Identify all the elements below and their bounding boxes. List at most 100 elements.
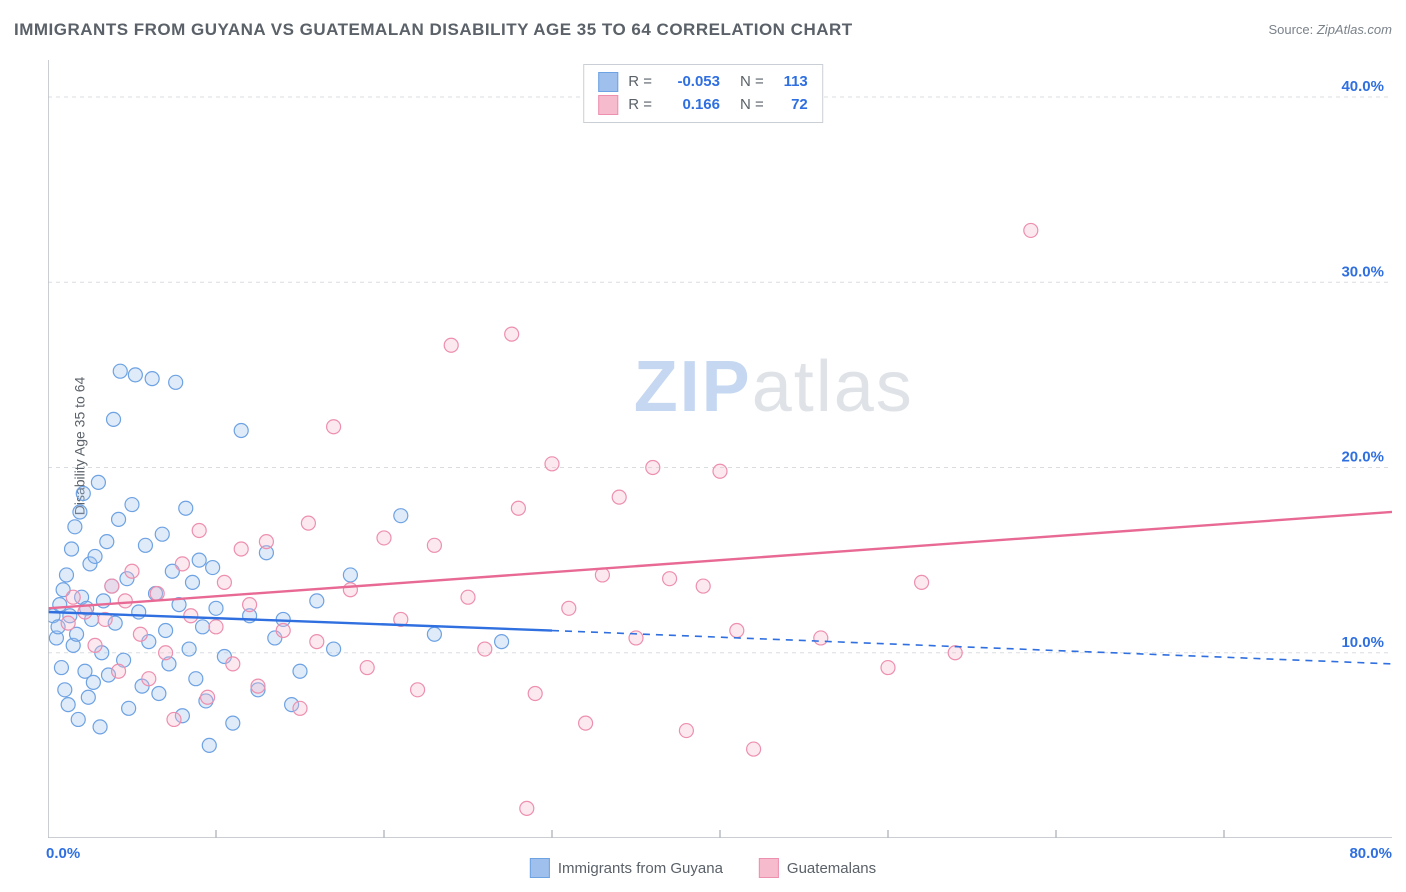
scatter-point-guyana — [86, 675, 100, 689]
plot-svg: 10.0%20.0%30.0%40.0% — [48, 60, 1392, 838]
scatter-point-guatemalan — [562, 601, 576, 615]
scatter-point-guatemalan — [112, 664, 126, 678]
source-label: Source: — [1268, 22, 1316, 37]
scatter-point-guyana — [310, 594, 324, 608]
scatter-point-guatemalan — [343, 583, 357, 597]
scatter-point-guatemalan — [105, 579, 119, 593]
scatter-point-guatemalan — [310, 635, 324, 649]
scatter-point-guyana — [155, 527, 169, 541]
scatter-point-guyana — [53, 598, 67, 612]
scatter-point-guatemalan — [243, 598, 257, 612]
scatter-point-guyana — [159, 624, 173, 638]
scatter-point-guyana — [206, 561, 220, 575]
ytick-label: 30.0% — [1341, 263, 1384, 280]
bottom-legend: Immigrants from Guyana Guatemalans — [530, 858, 876, 878]
scatter-point-guyana — [185, 575, 199, 589]
swatch-guatemalan — [759, 858, 779, 878]
n-value-guatemalan: 72 — [774, 94, 808, 117]
scatter-point-guatemalan — [881, 661, 895, 675]
scatter-point-guyana — [59, 568, 73, 582]
scatter-point-guatemalan — [915, 575, 929, 589]
scatter-point-guyana — [88, 549, 102, 563]
scatter-point-guyana — [138, 538, 152, 552]
scatter-point-guatemalan — [66, 590, 80, 604]
scatter-point-guyana — [209, 601, 223, 615]
scatter-point-guyana — [107, 412, 121, 426]
scatter-point-guatemalan — [125, 564, 139, 578]
scatter-point-guyana — [192, 553, 206, 567]
ytick-label: 10.0% — [1341, 634, 1384, 651]
legend-label-guyana: Immigrants from Guyana — [558, 860, 723, 877]
r-label: R = — [628, 94, 652, 117]
scatter-point-guyana — [427, 627, 441, 641]
scatter-point-guyana — [93, 720, 107, 734]
scatter-point-guatemalan — [293, 701, 307, 715]
scatter-point-guatemalan — [679, 724, 693, 738]
scatter-point-guyana — [169, 375, 183, 389]
scatter-point-guyana — [293, 664, 307, 678]
scatter-point-guatemalan — [175, 557, 189, 571]
scatter-point-guyana — [226, 716, 240, 730]
scatter-point-guatemalan — [646, 461, 660, 475]
scatter-point-guyana — [68, 520, 82, 534]
scatter-point-guyana — [91, 475, 105, 489]
chart-title: IMMIGRANTS FROM GUYANA VS GUATEMALAN DIS… — [14, 20, 853, 40]
trendline-guatemalan — [48, 512, 1392, 608]
scatter-point-guyana — [182, 642, 196, 656]
scatter-point-guyana — [394, 509, 408, 523]
scatter-point-guatemalan — [528, 687, 542, 701]
scatter-point-guatemalan — [226, 657, 240, 671]
r-value-guyana: -0.053 — [662, 71, 720, 94]
scatter-point-guyana — [343, 568, 357, 582]
n-label: N = — [740, 94, 764, 117]
r-value-guatemalan: 0.166 — [662, 94, 720, 117]
scatter-point-guyana — [128, 368, 142, 382]
scatter-point-guyana — [122, 701, 136, 715]
stats-row-guyana: R = -0.053 N = 113 — [598, 71, 808, 94]
scatter-point-guyana — [125, 498, 139, 512]
scatter-point-guyana — [73, 505, 87, 519]
scatter-point-guyana — [58, 683, 72, 697]
scatter-point-guatemalan — [251, 679, 265, 693]
ytick-label: 20.0% — [1341, 449, 1384, 466]
trendline-guyana — [48, 612, 552, 631]
scatter-point-guyana — [112, 512, 126, 526]
n-label: N = — [740, 71, 764, 94]
swatch-guatemalan — [598, 95, 618, 115]
scatter-point-guyana — [132, 605, 146, 619]
scatter-point-guyana — [179, 501, 193, 515]
scatter-point-guyana — [71, 712, 85, 726]
scatter-point-guatemalan — [259, 535, 273, 549]
scatter-point-guatemalan — [730, 624, 744, 638]
scatter-point-guatemalan — [150, 586, 164, 600]
scatter-point-guatemalan — [505, 327, 519, 341]
trendline-dash-guyana — [552, 631, 1392, 664]
scatter-point-guatemalan — [377, 531, 391, 545]
scatter-point-guatemalan — [1024, 223, 1038, 237]
swatch-guyana — [598, 72, 618, 92]
n-value-guyana: 113 — [774, 71, 808, 94]
scatter-point-guyana — [81, 690, 95, 704]
scatter-point-guyana — [145, 372, 159, 386]
scatter-point-guyana — [327, 642, 341, 656]
scatter-point-guyana — [65, 542, 79, 556]
scatter-point-guatemalan — [427, 538, 441, 552]
scatter-point-guyana — [202, 738, 216, 752]
scatter-point-guatemalan — [360, 661, 374, 675]
scatter-point-guyana — [234, 423, 248, 437]
stats-legend-box: R = -0.053 N = 113 R = 0.166 N = 72 — [583, 64, 823, 123]
scatter-point-guatemalan — [411, 683, 425, 697]
scatter-point-guatemalan — [159, 646, 173, 660]
scatter-point-guatemalan — [192, 524, 206, 538]
scatter-point-guyana — [196, 620, 210, 634]
scatter-point-guyana — [495, 635, 509, 649]
legend-item-guyana: Immigrants from Guyana — [530, 858, 723, 878]
scatter-point-guatemalan — [142, 672, 156, 686]
scatter-point-guatemalan — [948, 646, 962, 660]
scatter-point-guatemalan — [301, 516, 315, 530]
scatter-point-guatemalan — [88, 638, 102, 652]
scatter-point-guatemalan — [545, 457, 559, 471]
scatter-point-guyana — [152, 687, 166, 701]
source-credit: Source: ZipAtlas.com — [1268, 22, 1392, 37]
legend-label-guatemalan: Guatemalans — [787, 860, 876, 877]
